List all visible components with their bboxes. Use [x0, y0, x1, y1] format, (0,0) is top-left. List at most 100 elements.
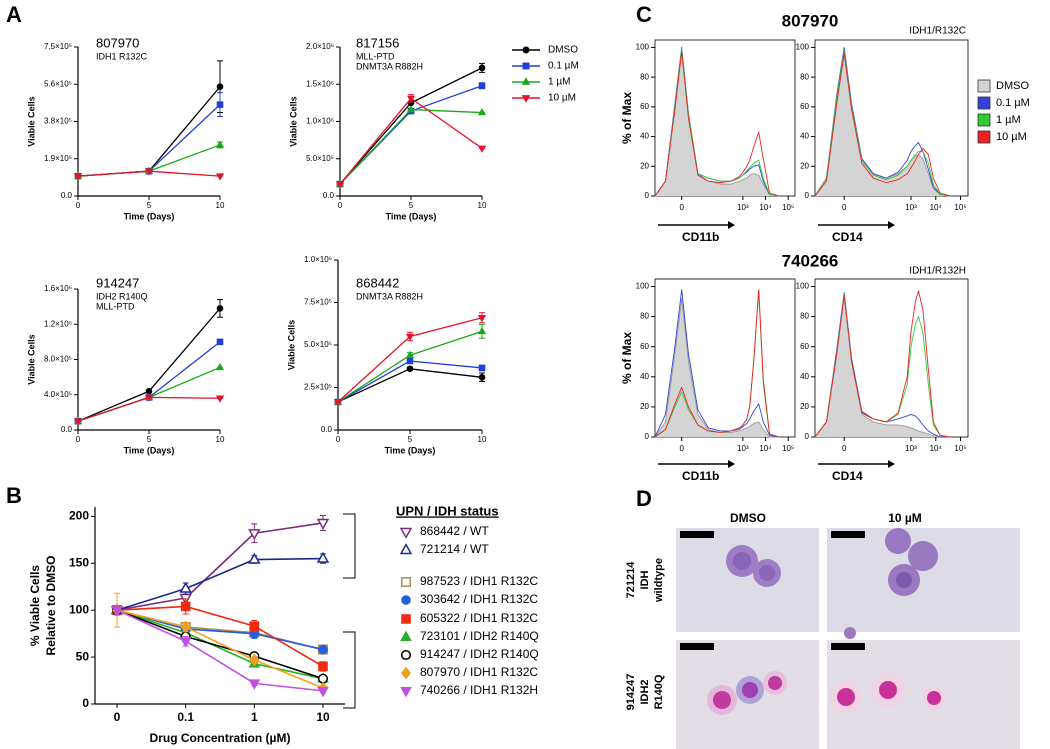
axis-arrowhead — [888, 460, 895, 468]
marker — [249, 653, 260, 667]
bracket — [343, 513, 356, 579]
y-tick-label: 60 — [800, 342, 809, 351]
micrograph — [827, 528, 1020, 639]
marker — [216, 305, 224, 312]
legend-marker — [401, 614, 411, 624]
line — [654, 289, 780, 438]
x-axis-label: CD14 — [832, 469, 863, 483]
line — [116, 557, 324, 611]
y-tick-label: 7.5×10⁵ — [44, 42, 72, 51]
x-tick-label: 10⁵ — [782, 203, 794, 212]
line — [654, 289, 780, 438]
legend-swatch — [977, 96, 991, 110]
x-tick-label: 10⁵ — [782, 444, 794, 453]
chart-subtitle: DNMT3A R882H — [356, 291, 423, 301]
legend-marker — [521, 77, 531, 85]
marker — [216, 83, 224, 91]
y-tick-label: 2.5×10⁵ — [304, 383, 332, 392]
marker — [179, 581, 192, 593]
marker — [406, 357, 414, 365]
legend-marker — [521, 95, 531, 103]
marker — [316, 551, 330, 563]
y-tick-label: 150 — [69, 555, 89, 569]
y-tick-label: 7.5×10⁵ — [304, 298, 332, 307]
x-tick-label: 0 — [76, 435, 81, 444]
line — [116, 609, 324, 689]
line — [116, 522, 324, 611]
line — [77, 86, 221, 177]
y-tick-label: 0 — [645, 191, 650, 200]
legend-label: 914247 / IDH2 R140Q — [420, 647, 539, 661]
marker — [144, 394, 154, 402]
x-tick-label: 10³ — [737, 203, 749, 212]
legend-label: 0.1 µM — [996, 97, 1030, 109]
x-tick-label: 5 — [147, 435, 152, 444]
y-tick-label: 0 — [805, 191, 810, 200]
chart-subtitle: MLL-PTD — [96, 301, 135, 311]
x-tick-label: 10⁵ — [954, 444, 966, 453]
chart-title: 740266 — [782, 251, 839, 270]
y-tick-label: 80 — [800, 72, 809, 81]
x-tick-label: 10⁴ — [930, 444, 943, 453]
x-tick-label: 0 — [114, 710, 121, 724]
y-tick-label: 5.6×10⁵ — [44, 79, 72, 88]
legend-title: UPN / IDH status — [396, 503, 499, 518]
legend-swatch — [977, 113, 991, 127]
y-tick-label: 1.2×10⁶ — [44, 319, 72, 328]
y-tick-label: 1.0×10⁶ — [306, 117, 334, 126]
x-tick-label: 10 — [478, 201, 487, 210]
marker — [215, 362, 225, 371]
x-tick-label: 5 — [147, 201, 152, 210]
y-tick-label: 20 — [640, 161, 649, 170]
chart-title: 868442 — [356, 275, 399, 290]
y-tick-label: 20 — [640, 402, 649, 411]
marker — [406, 105, 416, 113]
y-axis-label: Viable Cells — [26, 334, 36, 384]
x-tick-label: 5 — [409, 201, 414, 210]
row-label: 721214 — [625, 561, 637, 599]
marker — [406, 95, 416, 103]
column-label: 10 µM — [888, 511, 922, 525]
y-tick-label: 5.0×10⁵ — [304, 340, 332, 349]
panel-label: B — [6, 483, 22, 508]
x-tick-label: 0 — [336, 435, 341, 444]
y-tick-label: 5.0×10⁵ — [306, 154, 334, 163]
x-axis-label: CD11b — [682, 230, 719, 244]
legend-label: 605322 / IDH1 R132C — [420, 611, 538, 625]
marker — [144, 168, 154, 176]
y-tick-label: 60 — [640, 102, 649, 111]
marker — [405, 350, 415, 358]
x-tick-label: 10⁵ — [954, 203, 966, 212]
y-tick-label: 1.9×10⁵ — [44, 154, 72, 163]
marker — [318, 644, 328, 655]
legend-swatch — [977, 130, 991, 144]
marker — [248, 529, 261, 541]
line — [77, 341, 221, 422]
legend-label: 721214 / WT — [420, 542, 489, 556]
y-tick-label: 40 — [640, 132, 649, 141]
marker — [215, 395, 225, 403]
y-tick-label: 50 — [76, 649, 90, 663]
legend-marker — [400, 630, 412, 641]
x-tick-label: 0 — [842, 203, 847, 212]
x-tick-label: 5 — [408, 435, 413, 444]
legend-label: DMSO — [548, 45, 578, 56]
marker — [317, 686, 329, 698]
marker — [215, 140, 225, 148]
y-axis-label: Viable Cells — [286, 320, 296, 370]
x-tick-label: 10³ — [905, 203, 917, 212]
x-axis-label: CD11b — [682, 469, 719, 483]
y-tick-label: 1.5×10⁶ — [306, 79, 334, 88]
chart-title: 914247 — [96, 275, 139, 290]
legend-label: 0.1 µM — [548, 61, 579, 72]
x-tick-label: 10 — [216, 201, 225, 210]
chart-title: 817156 — [356, 35, 399, 50]
legend-marker — [400, 649, 412, 661]
chart-subtitle: IDH1 R132C — [96, 51, 148, 61]
legend-label: 868442 / WT — [420, 524, 489, 538]
legend-label: 987523 / IDH1 R132C — [420, 574, 538, 588]
legend-marker — [399, 527, 413, 539]
legend-label: 1 µM — [548, 77, 570, 88]
legend-label: 807970 / IDH1 R132C — [420, 665, 538, 679]
marker — [73, 173, 83, 181]
